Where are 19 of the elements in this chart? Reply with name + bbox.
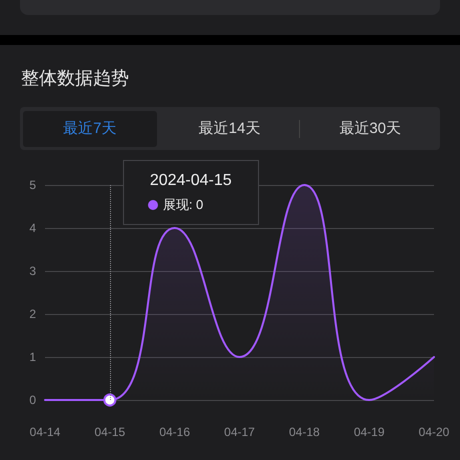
x-tick-label: 04-19 [354, 425, 385, 439]
x-tick-label: 04-17 [224, 425, 256, 439]
chart-title: 整体数据趋势 [21, 67, 129, 90]
tab-bar: 最近7天 最近14天 最近30天 [20, 107, 440, 150]
x-tick-label: 04-20 [418, 425, 450, 439]
selected-tab: 最近7天 [23, 110, 157, 146]
annotation: 展现: 0 [162, 196, 204, 214]
y-tick-label: 2 [29, 307, 36, 321]
y-tick-label: 3 [29, 264, 36, 278]
y-tick-label: 0 [29, 393, 36, 407]
x-tick-label: 04-16 [159, 425, 190, 439]
x-tick-label: 04-18 [288, 425, 320, 439]
y-tick-label: 5 [29, 178, 36, 192]
y-tick-label: 1 [29, 350, 36, 364]
x-tick-label: 04-15 [94, 425, 126, 439]
x-tick-label: 04-14 [30, 425, 61, 439]
tooltip-box: 2024-04-15 展现: 0 [122, 160, 259, 225]
y-tick-label: 4 [29, 221, 36, 235]
annotation: 2024-04-15 [150, 171, 232, 191]
